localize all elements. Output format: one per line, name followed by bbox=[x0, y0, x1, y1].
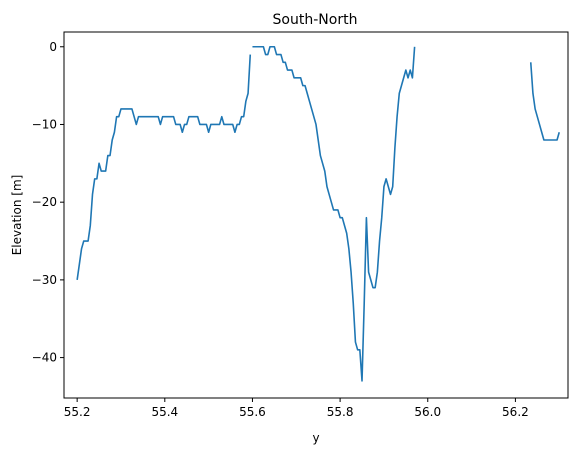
x-tick-label: 55.2 bbox=[64, 405, 91, 419]
axes-frame bbox=[63, 31, 569, 399]
y-tick-label: −10 bbox=[32, 117, 57, 131]
y-tick-label: −30 bbox=[32, 273, 57, 287]
x-axis-label: y bbox=[312, 431, 319, 445]
plot-area bbox=[63, 31, 569, 399]
y-tick-label: 0 bbox=[49, 40, 57, 54]
series-line-segment-1 bbox=[76, 54, 252, 281]
x-tick-label: 56.0 bbox=[414, 405, 441, 419]
x-axis-ticks: 55.2 55.4 55.6 55.8 56.0 56.2 bbox=[64, 398, 529, 419]
y-axis-label: Elevation [m] bbox=[10, 175, 24, 256]
x-tick-label: 55.4 bbox=[151, 405, 178, 419]
x-tick-label: 56.2 bbox=[502, 405, 529, 419]
chart-title: South-North bbox=[273, 12, 358, 28]
x-tick-label: 55.8 bbox=[327, 405, 354, 419]
y-tick-label: −20 bbox=[32, 195, 57, 209]
series-line-segment-2 bbox=[252, 45, 416, 382]
x-tick-label: 55.6 bbox=[239, 405, 266, 419]
y-tick-label: −40 bbox=[32, 351, 57, 365]
series-line-segment-3 bbox=[529, 62, 560, 141]
series-group bbox=[76, 45, 560, 382]
y-axis-ticks: 0 −10 −20 −30 −40 bbox=[32, 40, 64, 365]
